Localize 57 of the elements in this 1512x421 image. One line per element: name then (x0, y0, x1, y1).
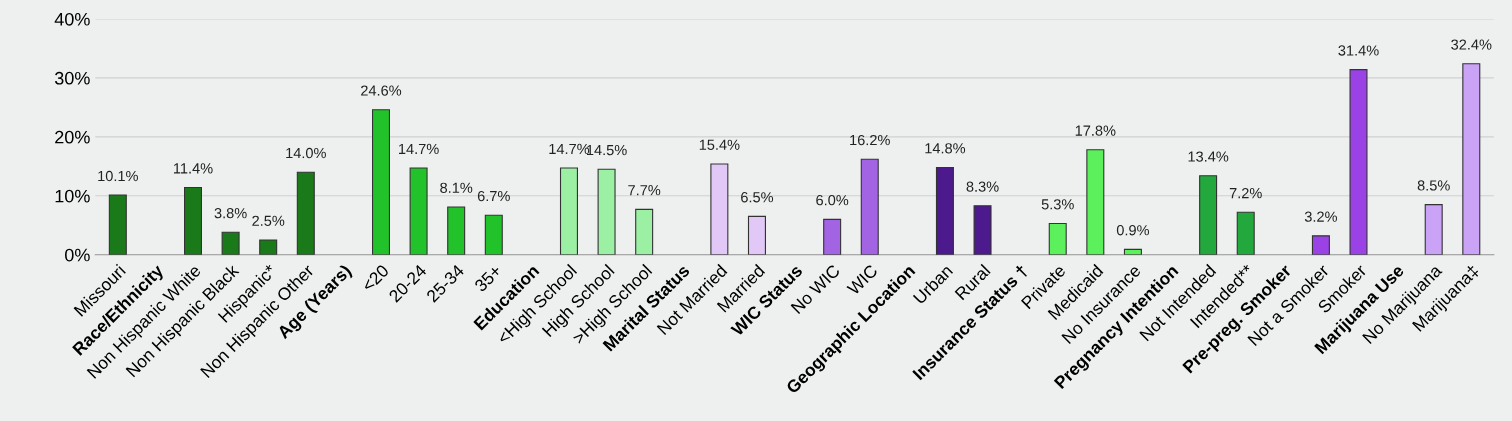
y-tick-label: 40% (54, 12, 90, 26)
bar (1048, 222, 1067, 255)
data-label: 14.7% (399, 143, 439, 155)
data-label: 15.4% (699, 139, 740, 150)
data-label: 6.5% (741, 192, 774, 203)
data-label: 32.4% (1451, 39, 1492, 50)
data-label: 6.0% (816, 195, 849, 206)
bar (1086, 149, 1105, 255)
data-label: 7.2% (1229, 187, 1262, 199)
data-label: 24.6% (361, 85, 402, 96)
bar (484, 214, 503, 255)
data-label: 17.8% (1075, 125, 1116, 136)
bar (1311, 235, 1330, 255)
y-tick-label: 0% (65, 248, 90, 262)
data-label: 14.8% (925, 143, 966, 154)
y-tick-label: 30% (54, 71, 90, 85)
data-label: 8.5% (1417, 180, 1450, 191)
data-label: 11.4% (173, 163, 213, 174)
data-label: 31.4% (1338, 45, 1379, 56)
data-label: 8.1% (440, 182, 473, 193)
y-tick-label: 20% (55, 130, 90, 144)
data-label: 14.0% (286, 147, 326, 159)
bar (1236, 211, 1255, 255)
bar (221, 231, 240, 255)
data-label: 6.7% (477, 190, 510, 202)
bar (823, 218, 842, 255)
data-label: 2.5% (252, 215, 285, 226)
bar (1424, 204, 1443, 255)
data-label: 13.4% (1188, 151, 1229, 162)
data-label: 7.7% (628, 185, 661, 196)
bar (296, 171, 315, 255)
bar (447, 206, 466, 255)
bar (183, 186, 203, 255)
data-label: 3.2% (1304, 211, 1338, 222)
bar (559, 167, 578, 255)
bar (371, 109, 391, 255)
bar (935, 166, 954, 255)
data-label: 16.2% (850, 134, 890, 146)
bar (710, 163, 729, 255)
y-tick-label: 10% (55, 189, 90, 203)
data-label: 5.3% (1041, 199, 1074, 210)
bar (409, 167, 428, 255)
bar (108, 194, 127, 255)
bar (1462, 63, 1481, 255)
data-label: 10.1% (98, 170, 138, 182)
bar (635, 208, 654, 255)
bar (1199, 175, 1218, 255)
x-tick-label: <20 (361, 263, 390, 293)
data-label: 3.8% (214, 207, 247, 219)
bar (1349, 69, 1368, 255)
data-label: 0.9% (1116, 225, 1150, 236)
bar (597, 168, 616, 255)
bar (259, 239, 278, 255)
data-label: 8.3% (966, 181, 999, 192)
bar (747, 215, 766, 255)
bar (973, 205, 992, 255)
bar (860, 158, 879, 255)
